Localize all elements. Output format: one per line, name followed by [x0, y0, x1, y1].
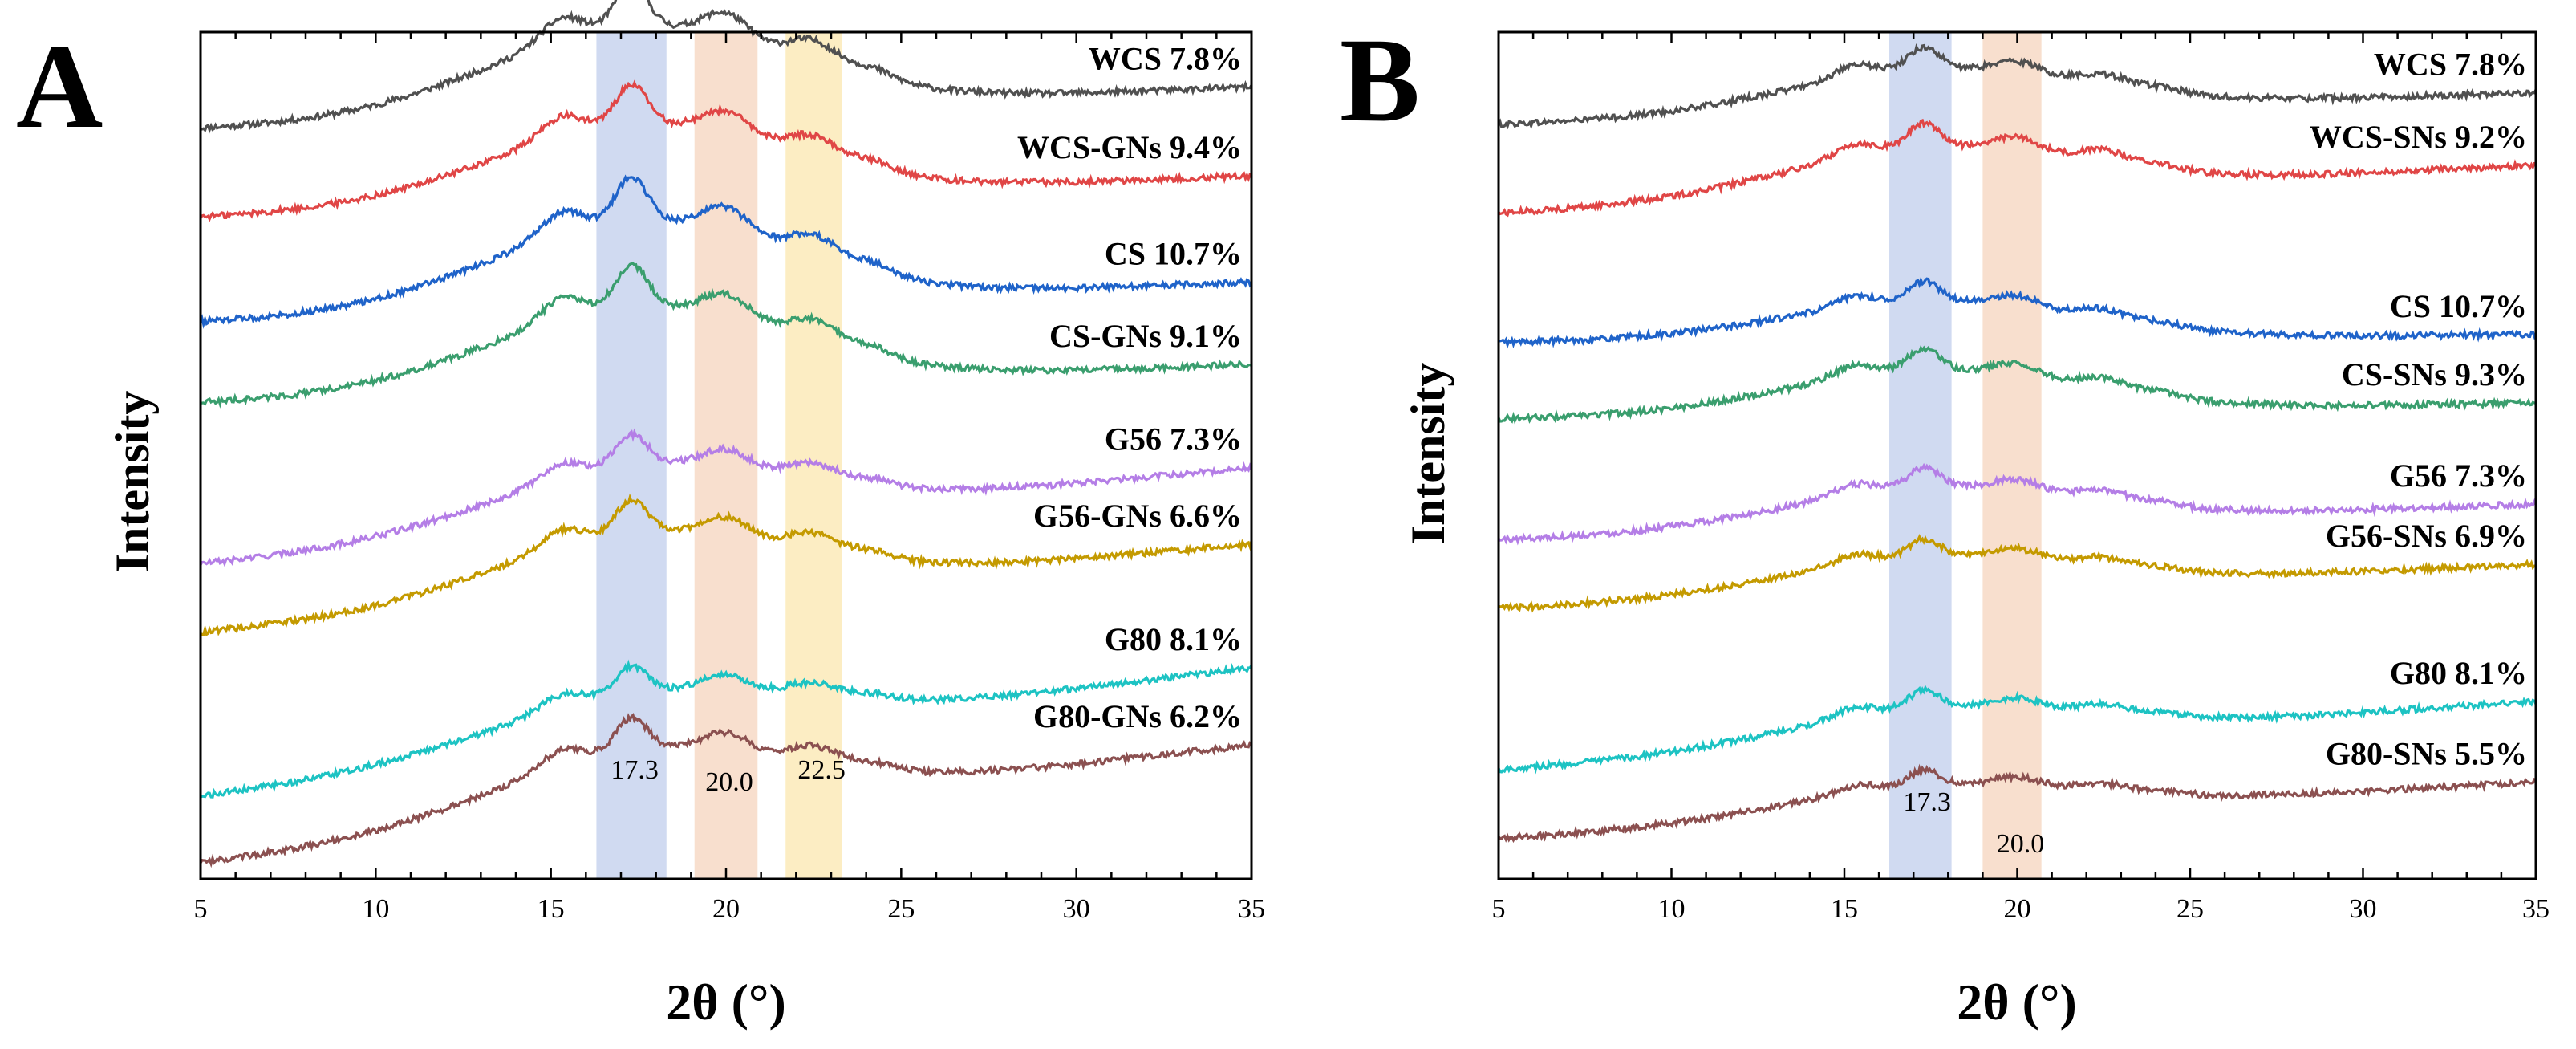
x-ticks-a: 5 10 15 20 25 30 35: [194, 32, 1265, 924]
x-tick-label: 10: [1658, 894, 1686, 924]
curve-label: CS-SNs 9.3%: [2342, 356, 2527, 392]
x-tick-label: 5: [194, 894, 208, 924]
curve-label: WCS-GNs 9.4%: [1017, 129, 1242, 165]
y-axis-title-b: Intensity: [1402, 363, 1454, 545]
band-group-b: [1889, 32, 2042, 879]
curve-label: G80 8.1%: [2390, 655, 2527, 691]
curve-g56-sns: [1498, 533, 2537, 613]
curve-group-a: [199, 0, 1253, 868]
curve-label: CS-GNs 9.1%: [1049, 318, 1242, 354]
x-tick-label: 30: [2350, 894, 2377, 924]
curve-wcs-gns: [199, 79, 1252, 222]
curve-g56: [199, 428, 1253, 567]
curve-label: G56-SNs 6.9%: [2326, 518, 2527, 554]
curve-group-b: [1497, 43, 2537, 844]
curve-label: G56 7.3%: [1105, 421, 1242, 457]
highlight-band-17-3: [1889, 32, 1952, 879]
curve-label: WCS 7.8%: [2374, 46, 2527, 82]
curve-labels-a: WCS 7.8% WCS-GNs 9.4% CS 10.7% CS-GNs 9.1% G…: [1017, 40, 1242, 734]
curve-wcs: [1497, 43, 2537, 130]
highlight-band-22-5: [785, 32, 842, 879]
x-tick-label: 15: [538, 894, 565, 924]
curve-label: G80-SNs 5.5%: [2326, 735, 2527, 771]
band-label: 22.5: [797, 755, 846, 785]
curve-cs: [199, 174, 1253, 329]
curve-label: WCS 7.8%: [1089, 40, 1242, 76]
curve-labels-b: WCS 7.8% WCS-SNs 9.2% CS 10.7% CS-SNs 9.3% G…: [2310, 46, 2527, 771]
x-tick-label: 35: [2522, 894, 2550, 924]
x-ticks-b: 5 10 15 20 25 30 35: [1492, 32, 2550, 924]
panel-letter-a: A: [16, 20, 103, 153]
curve-cs-gns: [200, 262, 1252, 409]
band-labels-a: 17.3 20.0 22.5: [611, 755, 846, 797]
x-tick-label: 5: [1492, 894, 1506, 924]
x-tick-label: 15: [1831, 894, 1858, 924]
x-tick-label: 35: [1238, 894, 1265, 924]
x-tick-label: 10: [362, 894, 389, 924]
curve-label: CS 10.7%: [2390, 288, 2527, 324]
x-tick-label: 25: [2176, 894, 2204, 924]
y-axis-title-a: Intensity: [106, 391, 159, 573]
highlight-band-20-0: [1982, 32, 2042, 879]
curve-label: G80-GNs 6.2%: [1033, 698, 1242, 734]
curve-g80-gns: [199, 713, 1252, 868]
panel-letter-b: B: [1340, 14, 1420, 147]
curve-g56: [1497, 462, 2537, 546]
curve-g80: [1497, 685, 2537, 775]
band-label: 20.0: [1997, 829, 2045, 859]
curve-g80: [200, 659, 1253, 799]
band-label: 17.3: [611, 755, 659, 785]
band-labels-b: 17.3 20.0: [1903, 787, 2044, 859]
curve-label: G56-GNs 6.6%: [1033, 498, 1242, 534]
x-tick-label: 20: [712, 894, 740, 924]
band-label: 17.3: [1903, 787, 1951, 817]
curve-label: G56 7.3%: [2390, 457, 2527, 494]
curve-label: G80 8.1%: [1105, 621, 1242, 657]
panel-a: A 5 10 15 20 25 30 35 WCS 7.8% WCS-GNs 9.4% CS 1…: [16, 0, 1265, 1031]
curve-wcs-sns: [1497, 118, 2537, 218]
panel-b: B 5 10 15 20 25 30 35 WCS 7.8% WCS-SNs 9.2% CS 1…: [1340, 14, 2550, 1031]
x-tick-label: 30: [1063, 894, 1090, 924]
band-label: 20.0: [705, 767, 753, 797]
curve-label: CS 10.7%: [1105, 235, 1242, 271]
curve-g80-sns: [1497, 763, 2537, 844]
x-axis-title-b: 2θ (°): [1957, 974, 2077, 1031]
curve-wcs: [200, 0, 1253, 134]
curve-g56-gns: [199, 493, 1253, 637]
curve-cs-sns: [1497, 345, 2537, 425]
x-tick-label: 25: [887, 894, 915, 924]
x-axis-title-a: 2θ (°): [666, 974, 786, 1031]
band-group-a: [596, 32, 842, 879]
curve-label: WCS-SNs 9.2%: [2310, 119, 2527, 155]
curve-cs: [1498, 276, 2537, 349]
x-tick-label: 20: [2004, 894, 2031, 924]
